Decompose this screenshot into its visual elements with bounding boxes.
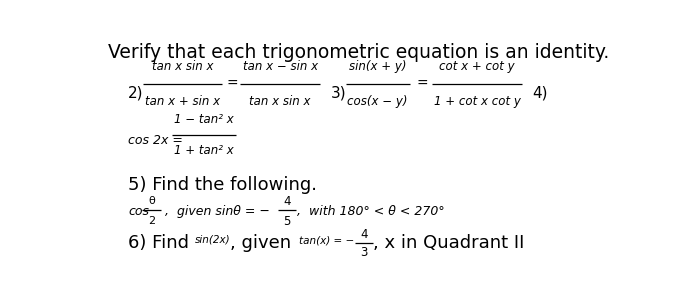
Text: , x in Quadrant II: , x in Quadrant II [373,234,525,252]
Text: 5) Find the following.: 5) Find the following. [128,176,317,194]
Text: 6) Find: 6) Find [128,234,189,252]
Text: sin(x + y): sin(x + y) [349,60,407,73]
Text: cos(x − y): cos(x − y) [347,95,408,108]
Text: 3: 3 [360,246,368,259]
Text: tan x sin x: tan x sin x [249,95,311,108]
Text: cos: cos [128,205,149,218]
Text: 1 + cot x cot y: 1 + cot x cot y [433,95,521,108]
Text: 4: 4 [360,228,368,241]
Text: ,  given sinθ = −: , given sinθ = − [164,205,270,218]
Text: tan x + sin x: tan x + sin x [145,95,220,108]
Text: cos 2x =: cos 2x = [128,134,183,147]
Text: 2): 2) [128,86,144,100]
Text: 2: 2 [148,216,155,226]
Text: 4): 4) [532,86,548,100]
Text: 3): 3) [330,86,346,100]
Text: 1 + tan² x: 1 + tan² x [174,144,234,157]
Text: 5: 5 [284,215,290,228]
Text: ,  with 180° < θ < 270°: , with 180° < θ < 270° [297,205,444,218]
Text: cot x + cot y: cot x + cot y [439,60,514,73]
Text: 1 − tan² x: 1 − tan² x [174,113,234,126]
Text: Verify that each trigonometric equation is an identity.: Verify that each trigonometric equation … [108,43,610,62]
Text: , given: , given [230,234,290,252]
Text: =: = [416,77,428,91]
Text: 4: 4 [284,195,291,208]
Text: θ: θ [148,196,155,206]
Text: tan x − sin x: tan x − sin x [242,60,318,73]
Text: sin(2x): sin(2x) [195,235,230,245]
Text: tan x sin x: tan x sin x [152,60,214,73]
Text: =: = [227,77,238,91]
Text: tan(x) = −: tan(x) = − [299,236,354,246]
